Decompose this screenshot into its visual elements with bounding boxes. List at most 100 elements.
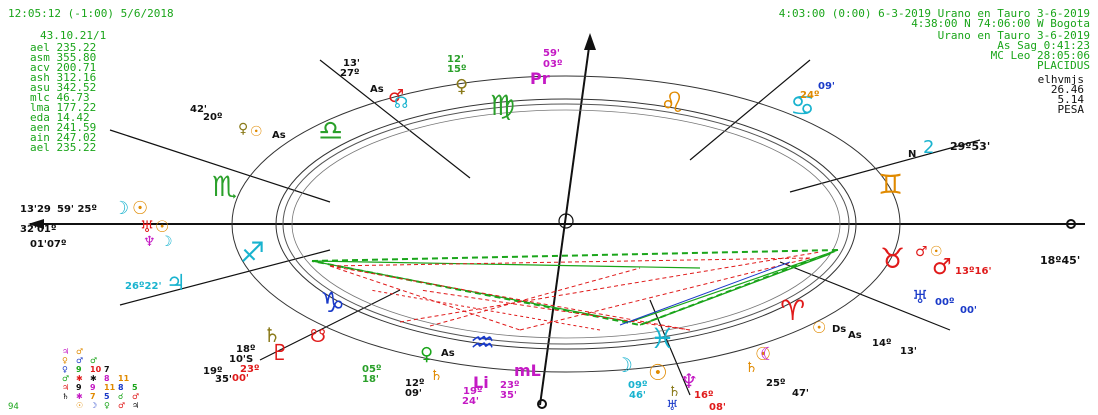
saturn-glyph-icon: ♄ xyxy=(263,323,281,347)
label-deg-b10: 24' xyxy=(462,396,479,407)
house-cusps xyxy=(109,59,981,396)
label-ml-label: mL xyxy=(514,361,541,380)
zodiac-cancer-icon: ♋ xyxy=(790,89,815,122)
label-deg-bl1: 18º xyxy=(236,344,256,355)
uranus-glyph-icon: ♅ xyxy=(140,217,154,236)
label-deg-top-3: 12' xyxy=(447,54,464,65)
aspect-grid-cell: ✱ xyxy=(76,374,83,383)
label-deg-left-1: 42' xyxy=(190,104,207,115)
label-deg-r2: 13º16' xyxy=(955,266,992,277)
zodiac-leo-icon: ♌ xyxy=(660,86,685,119)
aspect-grid-cell: ♂ xyxy=(132,392,140,401)
aspect-grid-cell: ☌ xyxy=(118,392,124,401)
label-deg-r5: 14º xyxy=(872,338,892,349)
aspect-grid-cell: ♂ xyxy=(62,374,70,383)
sun-glyph-6-icon: ☉ xyxy=(930,244,943,260)
label-deg-tl-2: 27º xyxy=(340,68,360,79)
aspect-grid-cell: 5 xyxy=(132,383,138,392)
saturn-glyph-3-icon: ♄ xyxy=(668,384,681,400)
aspect-grid-cell: ♄ xyxy=(62,392,70,401)
chart-datetime: 12:05:12 (-1:00) 5/6/2018 xyxy=(8,7,174,20)
cusp-3 xyxy=(259,289,401,361)
neptune-glyph-2-icon: ♆ xyxy=(680,369,698,393)
label-deg-r4: 00' xyxy=(960,305,977,316)
outer-ring xyxy=(231,75,901,373)
zodiac-signs: ♍ ♌ ♋ ♊ ♉ ♈ ♓ ♒ ♑ ♐♏ ♎ xyxy=(212,86,905,359)
label-deg-top-1: 59' xyxy=(543,48,560,59)
transit-info-line-2: 4:38:00 N 74:06:00 W Bogota xyxy=(911,17,1090,30)
sun-glyph-2-icon: ☉ xyxy=(132,198,148,219)
label-as-top: As xyxy=(370,84,384,95)
left-panel-row: ash 312.16 xyxy=(30,71,97,84)
uranus-glyph-3-icon: ♅ xyxy=(912,287,928,308)
label-deg-bl4: 35' xyxy=(215,374,232,385)
zodiac-capricorn-icon: ♑ xyxy=(320,286,345,319)
mars-glyph-3-icon: ♂ xyxy=(932,255,952,280)
left-panel-row: ain 247.02 xyxy=(30,131,97,144)
left-panel-row: ael 235.22 xyxy=(30,41,97,54)
aspect-grid-cell: 5 xyxy=(104,392,110,401)
aspect-grid-cell: ♂ xyxy=(76,347,84,356)
left-panel-row: acv 200.71 xyxy=(30,61,97,74)
label-node-label: N xyxy=(908,149,916,160)
label-deg-b5: 09º xyxy=(628,380,648,391)
label-li-label: Li xyxy=(473,373,489,392)
aspect-lines xyxy=(311,249,839,331)
label-deg-r1: 18º45' xyxy=(1040,254,1080,267)
node-glyph-icon: ☊ xyxy=(394,93,408,112)
left-panel-row: eda 14.42 xyxy=(30,111,90,124)
label-deg-w1: 13'29 xyxy=(20,204,51,215)
aspect-grid-cell: 9 xyxy=(76,365,82,374)
aspect-grid-cell: ♃ xyxy=(62,383,70,392)
sun-glyph-7-icon: ☉ xyxy=(812,318,826,337)
sun-glyph-3-icon: ☉ xyxy=(155,217,169,236)
aspect-grid-cell: 11 xyxy=(104,383,116,392)
zodiac-ring xyxy=(275,98,857,350)
label-pluto-top: Pr xyxy=(530,69,550,88)
mars-glyph-2-icon: ♂ xyxy=(915,244,928,260)
label-deg-r3: 00º xyxy=(935,297,955,308)
label-deg-left-2: 20º xyxy=(203,112,223,123)
sun-glyph-4-icon: ☉ xyxy=(648,361,668,386)
venus-glyph-2-icon: ♀ xyxy=(238,121,248,137)
left-panel-title: 43.10.21/1 xyxy=(40,29,107,42)
label-deg-b8: 35' xyxy=(500,390,517,401)
neptune-glyph-icon: ♆ xyxy=(143,234,156,250)
label-deg-b1: 25º xyxy=(766,378,786,389)
aspect-grid-cell: ☉ xyxy=(76,401,84,410)
label-deg-tl-1: 13' xyxy=(343,58,360,69)
zodiac-sagittarius-icon: ♐ xyxy=(240,236,265,269)
label-deg-b3: 16º xyxy=(694,390,714,401)
label-deg-bl6: 00' xyxy=(232,373,249,384)
label-deg-tr3: 29º53' xyxy=(950,140,990,153)
ascendant-info: As Sag 0:41:23 xyxy=(997,39,1090,52)
transit-info-line-1: 4:03:00 (0:00) 6-3-2019 Urano en Tauro 3… xyxy=(778,7,1090,20)
cusp-5 xyxy=(649,299,691,396)
transit-info-line-3: Urano en Tauro 3-6-2019 xyxy=(937,29,1090,42)
planet-glyphs: ♀ ♂ ☊ ♀ ☉ ☽ ☉ ♅ ☉ ♆ ☽ ♃ ♄ ☋ ♇ ♀ ♄ ☽ ☉ ♆ … xyxy=(113,76,952,414)
left-panel-row: lma 177.22 xyxy=(30,101,97,114)
label-deg-b4: 08' xyxy=(709,402,726,413)
venus-glyph-icon: ♀ xyxy=(455,76,468,97)
uranus-glyph-2-icon: ♅ xyxy=(666,398,679,414)
mc-arrow-icon xyxy=(584,33,596,50)
label-deg-b13: 05º xyxy=(362,364,382,375)
left-panel-row: asm 355.80 xyxy=(30,51,97,64)
moon-glyph-3-icon: ☽ xyxy=(615,353,633,377)
label-deg-b2: 47' xyxy=(792,388,809,399)
label-deg-b6: 46' xyxy=(629,390,646,401)
saturn-glyph-2-icon: ♄ xyxy=(430,368,443,384)
label-deg-bl2: 10'S xyxy=(229,354,253,365)
label-as-right: As xyxy=(848,330,862,341)
corner-number: 94 xyxy=(8,402,19,412)
aspect-grid-cell: ♀ xyxy=(62,356,68,365)
cusp-11 xyxy=(319,59,471,179)
left-panel-row: aen 241.59 xyxy=(30,121,97,134)
left-panel-row: ael 235.22 xyxy=(30,141,97,154)
moon-glyph-2-icon: ☽ xyxy=(160,234,173,250)
node-glyph-2-icon: ☋ xyxy=(310,326,326,347)
aspect-grid-cell: ♂ xyxy=(118,401,126,410)
weights-tag: PESA xyxy=(1057,103,1085,116)
